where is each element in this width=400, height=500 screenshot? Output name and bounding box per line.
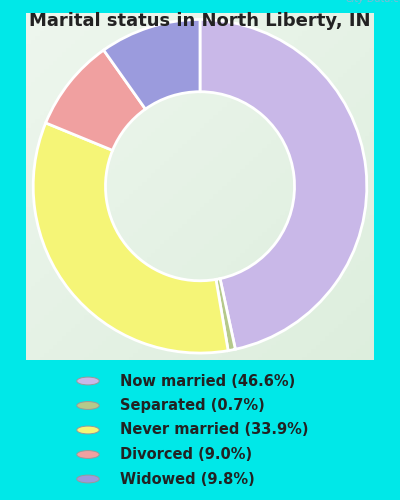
- Circle shape: [77, 450, 99, 458]
- Wedge shape: [216, 278, 235, 350]
- Circle shape: [77, 402, 99, 409]
- Text: Separated (0.7%): Separated (0.7%): [120, 398, 265, 413]
- Text: Divorced (9.0%): Divorced (9.0%): [120, 447, 252, 462]
- Text: Never married (33.9%): Never married (33.9%): [120, 422, 308, 438]
- Wedge shape: [33, 123, 228, 353]
- Text: City-Data.com: City-Data.com: [346, 0, 400, 4]
- Wedge shape: [104, 20, 200, 109]
- Wedge shape: [46, 50, 146, 150]
- Circle shape: [77, 426, 99, 434]
- Circle shape: [77, 475, 99, 483]
- Text: Marital status in North Liberty, IN: Marital status in North Liberty, IN: [29, 12, 371, 30]
- Text: Now married (46.6%): Now married (46.6%): [120, 374, 295, 388]
- Text: Widowed (9.8%): Widowed (9.8%): [120, 472, 255, 486]
- Wedge shape: [200, 20, 367, 349]
- Circle shape: [77, 377, 99, 385]
